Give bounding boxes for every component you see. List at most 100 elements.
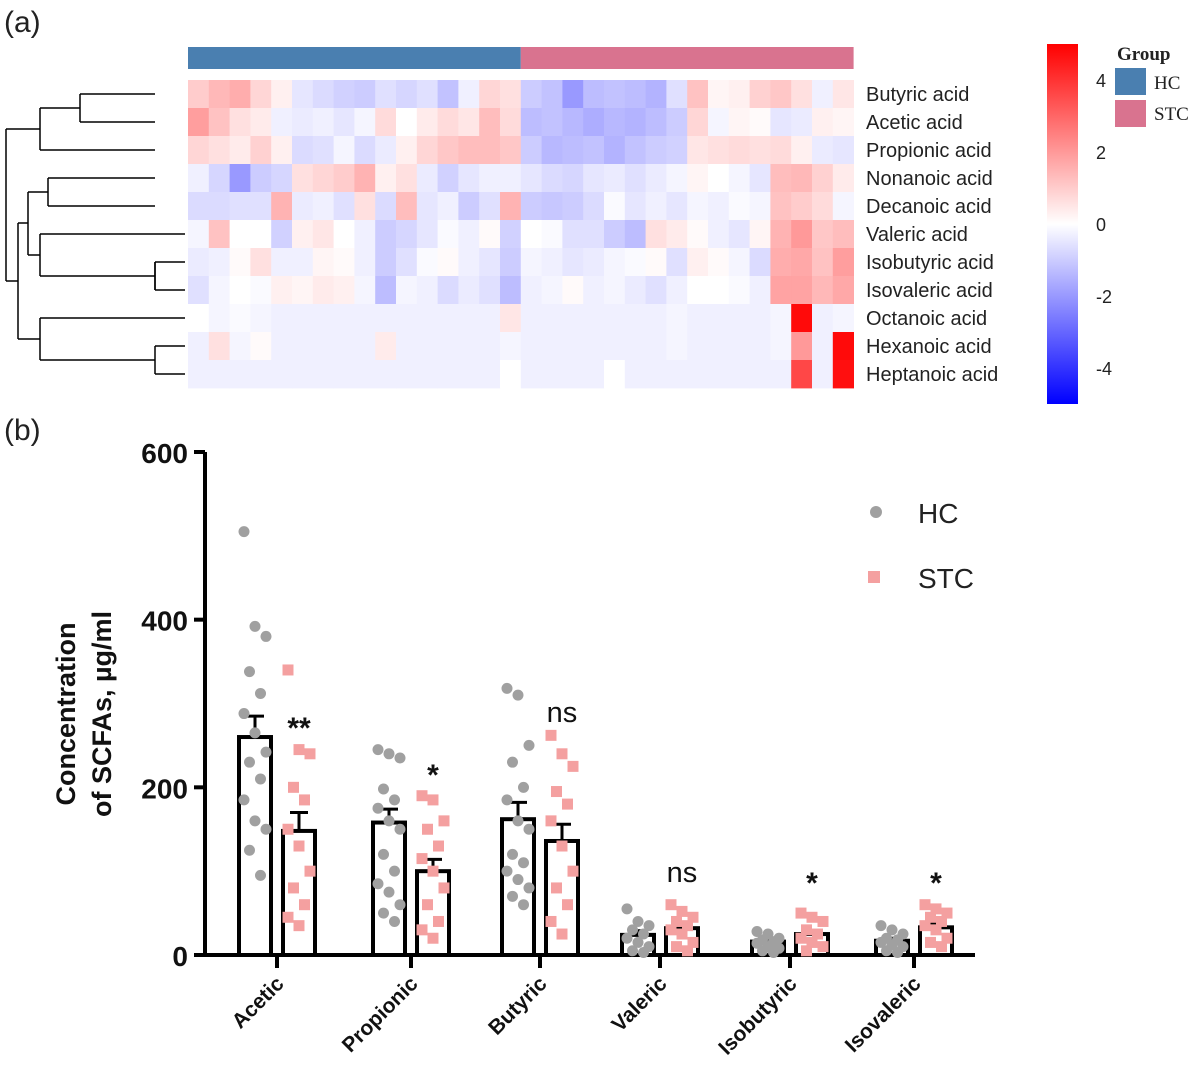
data-point-stc	[812, 928, 823, 940]
heatmap-cell	[458, 220, 480, 249]
heatmap-cell	[188, 276, 210, 305]
heatmap-cell	[479, 332, 501, 361]
color-scale-tick-label: 0	[1096, 215, 1106, 235]
heatmap-cell	[812, 332, 834, 361]
heatmap-cell	[437, 276, 459, 305]
heatmap-cell	[812, 248, 834, 277]
heatmap-cell	[583, 332, 605, 361]
data-point-hc	[632, 915, 644, 927]
heatmap-cell	[791, 332, 813, 361]
heatmap-cell	[687, 108, 709, 137]
group-legend-label-stc: STC	[1154, 104, 1189, 125]
heatmap-cell	[188, 80, 210, 109]
heatmap-cell	[604, 136, 626, 165]
heatmap-cell	[479, 276, 501, 305]
heatmap-cell	[375, 192, 397, 221]
heatmap-cell	[229, 80, 251, 109]
heatmap-cell	[645, 108, 667, 137]
heatmap-cell	[708, 304, 730, 333]
heatmap-cell	[479, 220, 501, 249]
data-point-hc	[751, 937, 763, 949]
data-point-stc	[936, 915, 947, 927]
heatmap-cell	[271, 220, 293, 249]
heatmap-cell	[749, 80, 771, 109]
data-point-hc	[768, 946, 779, 958]
heatmap-cell	[520, 136, 542, 165]
data-point-stc	[282, 911, 294, 923]
heatmap-cell	[416, 80, 438, 109]
heatmap-cell	[437, 108, 459, 137]
heatmap-cell	[770, 360, 792, 389]
data-point-stc	[433, 915, 444, 927]
heatmap-cell	[292, 164, 314, 193]
heatmap-cell	[458, 108, 480, 137]
heatmap-row-label: Valeric acid	[866, 224, 968, 246]
data-point-stc	[925, 911, 936, 923]
heatmap-cell	[812, 108, 834, 137]
heatmap-cell	[292, 332, 314, 361]
heatmap-row-label: Isovaleric acid	[866, 280, 993, 302]
heatmap-cell	[312, 248, 334, 277]
data-point-stc	[282, 664, 294, 676]
data-point-hc	[518, 781, 529, 793]
data-point-stc	[282, 823, 294, 835]
heatmap-cell	[728, 80, 750, 109]
heatmap-row-label: Propionic acid	[866, 140, 992, 162]
heatmap-cell	[728, 220, 750, 249]
heatmap-cell	[832, 164, 854, 193]
heatmap-cell	[396, 164, 418, 193]
heatmap-cell	[271, 360, 293, 389]
heatmap-cell	[541, 276, 563, 305]
data-point-stc	[293, 840, 305, 852]
heatmap-cell	[208, 136, 230, 165]
heatmap-cell	[479, 248, 501, 277]
heatmap-cell	[791, 276, 813, 305]
heatmap-cell	[728, 276, 750, 305]
heatmap-cell	[645, 248, 667, 277]
data-point-hc	[621, 932, 633, 944]
heatmap-cell	[520, 108, 542, 137]
heatmap-cell	[500, 276, 522, 305]
heatmap-cell	[645, 276, 667, 305]
data-point-hc	[875, 920, 887, 932]
heatmap-cell	[687, 276, 709, 305]
significance-label: ns	[667, 857, 698, 889]
heatmap-row-label: Isobutyric acid	[866, 252, 994, 274]
heatmap-cell	[458, 304, 480, 333]
heatmap-cell	[208, 276, 230, 305]
heatmap-cell	[708, 332, 730, 361]
row-dendrogram	[5, 93, 185, 375]
heatmap-row-label: Decanoic acid	[866, 196, 992, 218]
data-point-hc	[523, 882, 535, 894]
heatmap-cell	[188, 192, 210, 221]
heatmap-cell	[728, 136, 750, 165]
heatmap-cell	[271, 304, 293, 333]
heatmap-cell	[749, 332, 771, 361]
heatmap-cell	[188, 332, 210, 361]
heatmap-cell	[583, 248, 605, 277]
data-point-stc	[817, 941, 829, 953]
heatmap-cell	[541, 164, 563, 193]
group-legend-swatch-hc	[1115, 68, 1146, 95]
data-point-stc	[941, 932, 953, 944]
data-point-hc	[507, 756, 518, 768]
heatmap-cell	[728, 304, 750, 333]
data-point-stc	[427, 794, 439, 806]
heatmap-cell	[437, 332, 459, 361]
color-scale-tick-label: 4	[1096, 71, 1106, 91]
heatmap-cell	[458, 136, 480, 165]
x-tick-label: Acetic	[228, 972, 289, 1033]
data-point-hc	[249, 620, 261, 632]
heatmap-cell	[208, 304, 230, 333]
y-tick-label: 400	[141, 606, 188, 637]
heatmap-cell	[666, 192, 688, 221]
heatmap-cell	[229, 360, 251, 389]
data-point-stc	[438, 815, 450, 827]
heatmap-cell	[832, 248, 854, 277]
heatmap-cell	[229, 220, 251, 249]
heatmap-cell	[396, 360, 418, 389]
heatmap-row-labels: Butyric acid Acetic acid Propionic acid Non…	[866, 84, 998, 386]
data-point-stc	[919, 899, 931, 911]
heatmap-cell	[375, 276, 397, 305]
heatmap-cell	[812, 360, 834, 389]
